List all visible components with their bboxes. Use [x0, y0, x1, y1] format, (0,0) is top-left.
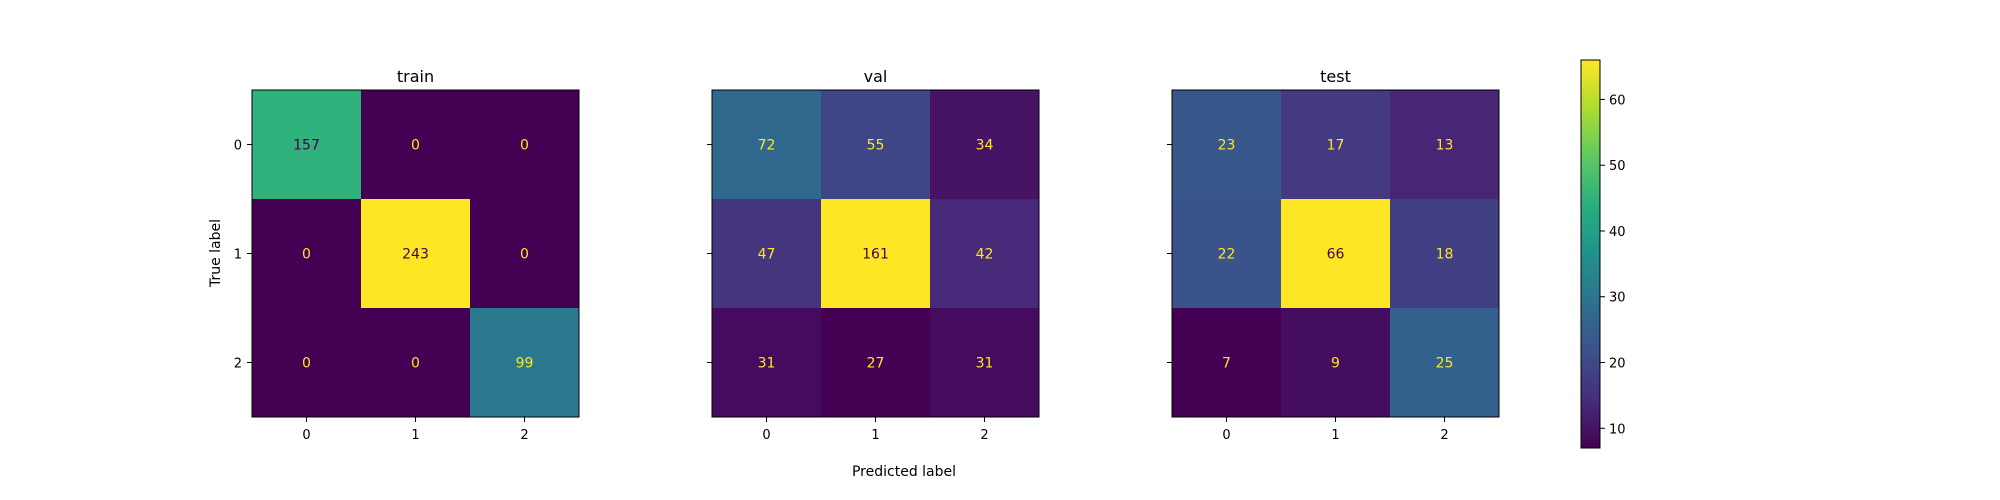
heatmap-cell [712, 199, 821, 308]
cell-value-label: 7 [1222, 356, 1231, 372]
heatmap-cell [361, 90, 470, 199]
heatmap-cell [821, 90, 930, 199]
cell-value-label: 243 [402, 247, 429, 263]
x-tick-label: 0 [302, 428, 310, 443]
x-tick-label: 1 [411, 428, 419, 443]
heatmap-cell [930, 90, 1039, 199]
cell-value-label: 31 [758, 356, 776, 372]
cell-value-label: 25 [1436, 356, 1454, 372]
heatmap-cell [1390, 308, 1499, 417]
panel-title: train [397, 67, 434, 86]
cell-value-label: 34 [976, 138, 994, 154]
heatmap-cell [821, 308, 930, 417]
colorbar-tick-label: 10 [1609, 422, 1626, 437]
y-tick-label: 0 [234, 139, 242, 154]
heatmap-cell [470, 90, 579, 199]
heatmap-cell [1390, 199, 1499, 308]
x-tick-label: 2 [980, 428, 988, 443]
cell-value-label: 47 [758, 247, 776, 263]
panel-title: val [864, 67, 888, 86]
figure-ylabel: True label [208, 219, 224, 288]
cell-value-label: 161 [862, 247, 889, 263]
cell-value-label: 23 [1218, 138, 1236, 154]
heatmap-cell [712, 90, 821, 199]
cell-value-label: 13 [1436, 138, 1454, 154]
heatmap-cell [930, 199, 1039, 308]
heatmap-cell [361, 308, 470, 417]
x-tick-label: 0 [1222, 428, 1230, 443]
cell-value-label: 0 [302, 247, 311, 263]
figure-xlabel: Predicted label [852, 464, 956, 480]
heatmap-cell [712, 308, 821, 417]
heatmap-cell [1172, 90, 1281, 199]
panel-val: val 72 55 34 47 161 42 31 27 31 0 1 2 [707, 67, 1040, 443]
panel-title: test [1320, 67, 1351, 86]
x-tick-label: 1 [1331, 428, 1339, 443]
x-tick-label: 0 [762, 428, 770, 443]
cell-value-label: 99 [516, 356, 534, 372]
colorbar-tick-label: 60 [1609, 93, 1626, 108]
cell-value-label: 9 [1331, 356, 1340, 372]
colorbar: 10 20 30 40 50 60 [1580, 59, 1626, 449]
cell-value-label: 31 [976, 356, 994, 372]
colorbar-tick-label: 20 [1609, 357, 1626, 372]
cell-value-label: 18 [1436, 247, 1454, 263]
cell-value-label: 0 [411, 138, 420, 154]
cell-value-label: 22 [1218, 247, 1236, 263]
heatmap-cell [252, 199, 361, 308]
heatmap-cell [470, 199, 579, 308]
cell-value-label: 0 [520, 247, 529, 263]
heatmap-cell [470, 308, 579, 417]
heatmap-cell [1172, 308, 1281, 417]
colorbar-gradient [1581, 60, 1600, 448]
cell-value-label: 66 [1327, 247, 1345, 263]
heatmap-cell [361, 199, 470, 308]
heatmap-cell [1281, 90, 1390, 199]
cell-value-label: 0 [302, 356, 311, 372]
cell-value-label: 0 [520, 138, 529, 154]
y-tick-label: 1 [234, 248, 242, 263]
colorbar-tick-label: 30 [1609, 291, 1626, 306]
cell-value-label: 17 [1327, 138, 1345, 154]
cell-value-label: 0 [411, 356, 420, 372]
x-tick-label: 2 [520, 428, 528, 443]
x-tick-label: 1 [871, 428, 879, 443]
panel-train: train 157 0 0 0 243 0 0 0 99 0 1 2 0 1 2 [234, 67, 580, 443]
heatmap-cell [252, 308, 361, 417]
heatmap-cell [930, 308, 1039, 417]
panel-test: test 23 17 13 22 66 18 7 9 25 0 1 2 [1167, 67, 1500, 443]
heatmap-cell [1390, 90, 1499, 199]
colorbar-tick-label: 50 [1609, 159, 1626, 174]
cell-value-label: 72 [758, 138, 776, 154]
cell-value-label: 27 [867, 356, 885, 372]
colorbar-frame [1580, 59, 1601, 449]
heatmap-cell [252, 90, 361, 199]
x-tick-label: 2 [1440, 428, 1448, 443]
heatmap-cell [1281, 199, 1390, 308]
cell-value-label: 157 [293, 138, 320, 154]
heatmap-cell [1172, 199, 1281, 308]
heatmap-cell [1281, 308, 1390, 417]
colorbar-tick-label: 40 [1609, 225, 1626, 240]
cell-value-label: 42 [976, 247, 994, 263]
y-tick-label: 2 [234, 357, 242, 372]
cell-value-label: 55 [867, 138, 885, 154]
heatmap-cell [821, 199, 930, 308]
